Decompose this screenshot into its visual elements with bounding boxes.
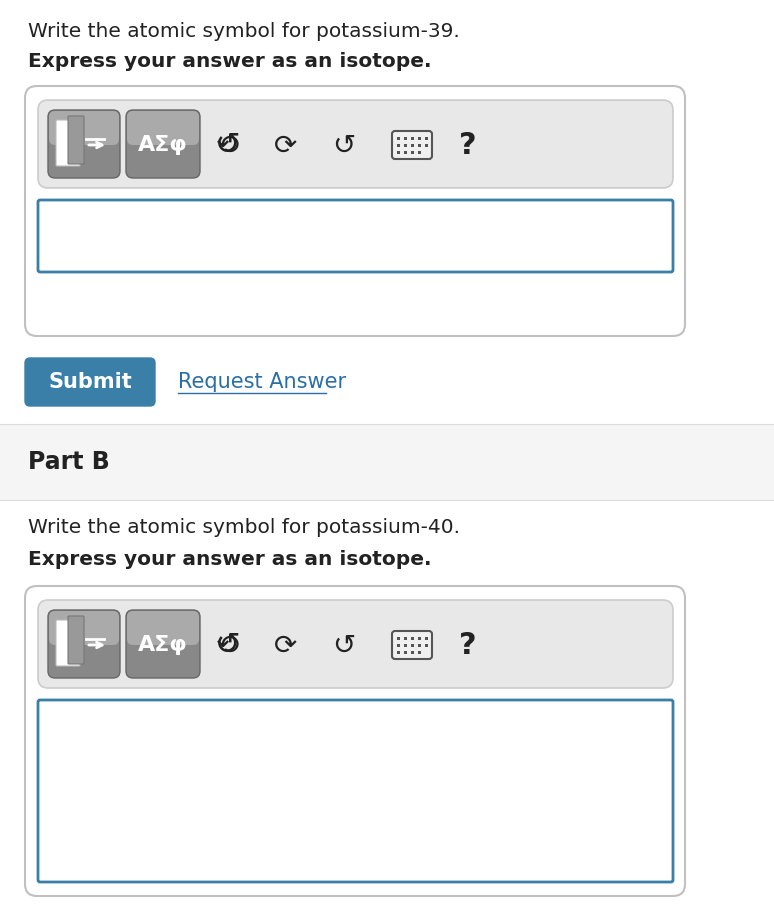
Bar [425,137,428,140]
Text: ?: ? [459,631,477,660]
Text: ↺: ↺ [215,130,241,159]
FancyBboxPatch shape [68,616,84,664]
Bar [411,137,414,140]
Text: ⟲: ⟲ [217,632,240,660]
FancyBboxPatch shape [49,111,119,145]
FancyBboxPatch shape [25,586,685,896]
Bar [418,651,421,654]
Bar [397,644,400,647]
Bar [411,651,414,654]
FancyBboxPatch shape [49,611,119,645]
Text: ↺: ↺ [332,132,355,160]
FancyBboxPatch shape [68,116,84,164]
Text: ?: ? [459,130,477,159]
Bar [404,144,407,147]
Bar [418,644,421,647]
Bar [411,144,414,147]
Text: ΑΣφ: ΑΣφ [139,135,188,155]
FancyBboxPatch shape [392,131,432,159]
Bar [425,144,428,147]
Bar [425,644,428,647]
Bar [397,137,400,140]
FancyBboxPatch shape [48,110,120,178]
Text: ↺: ↺ [332,632,355,660]
FancyBboxPatch shape [127,611,199,645]
FancyBboxPatch shape [25,358,155,406]
Text: ⟳: ⟳ [274,632,298,660]
Bar [404,651,407,654]
Text: ΑΣφ: ΑΣφ [139,635,188,655]
Bar [404,151,407,154]
FancyBboxPatch shape [127,111,199,145]
Bar [397,651,400,654]
Text: ↺: ↺ [215,631,241,660]
Bar [411,637,414,640]
FancyBboxPatch shape [38,100,673,188]
Bar [404,637,407,640]
FancyBboxPatch shape [126,610,200,678]
Text: Part B: Part B [28,450,110,474]
FancyBboxPatch shape [38,200,673,272]
Text: ⟲: ⟲ [217,132,240,160]
Bar [425,637,428,640]
FancyBboxPatch shape [48,610,120,678]
Bar [397,144,400,147]
FancyBboxPatch shape [25,86,685,336]
FancyBboxPatch shape [126,110,200,178]
Bar [418,144,421,147]
FancyBboxPatch shape [392,631,432,659]
FancyBboxPatch shape [56,620,80,666]
Text: ⟳: ⟳ [274,132,298,160]
Text: Write the atomic symbol for potassium-39.: Write the atomic symbol for potassium-39… [28,22,460,41]
Bar [411,151,414,154]
Bar [404,137,407,140]
FancyBboxPatch shape [56,120,80,166]
Bar [397,151,400,154]
Bar [418,137,421,140]
Text: Submit: Submit [48,372,132,392]
FancyBboxPatch shape [38,600,673,688]
Bar [418,151,421,154]
Bar [411,644,414,647]
Text: Request Answer: Request Answer [178,372,346,392]
FancyBboxPatch shape [38,700,673,882]
Bar [0,424,774,500]
Bar [397,637,400,640]
Bar [418,637,421,640]
Text: Write the atomic symbol for potassium-40.: Write the atomic symbol for potassium-40… [28,518,460,537]
Text: Express your answer as an isotope.: Express your answer as an isotope. [28,550,431,569]
Bar [404,644,407,647]
Text: Express your answer as an isotope.: Express your answer as an isotope. [28,52,431,71]
